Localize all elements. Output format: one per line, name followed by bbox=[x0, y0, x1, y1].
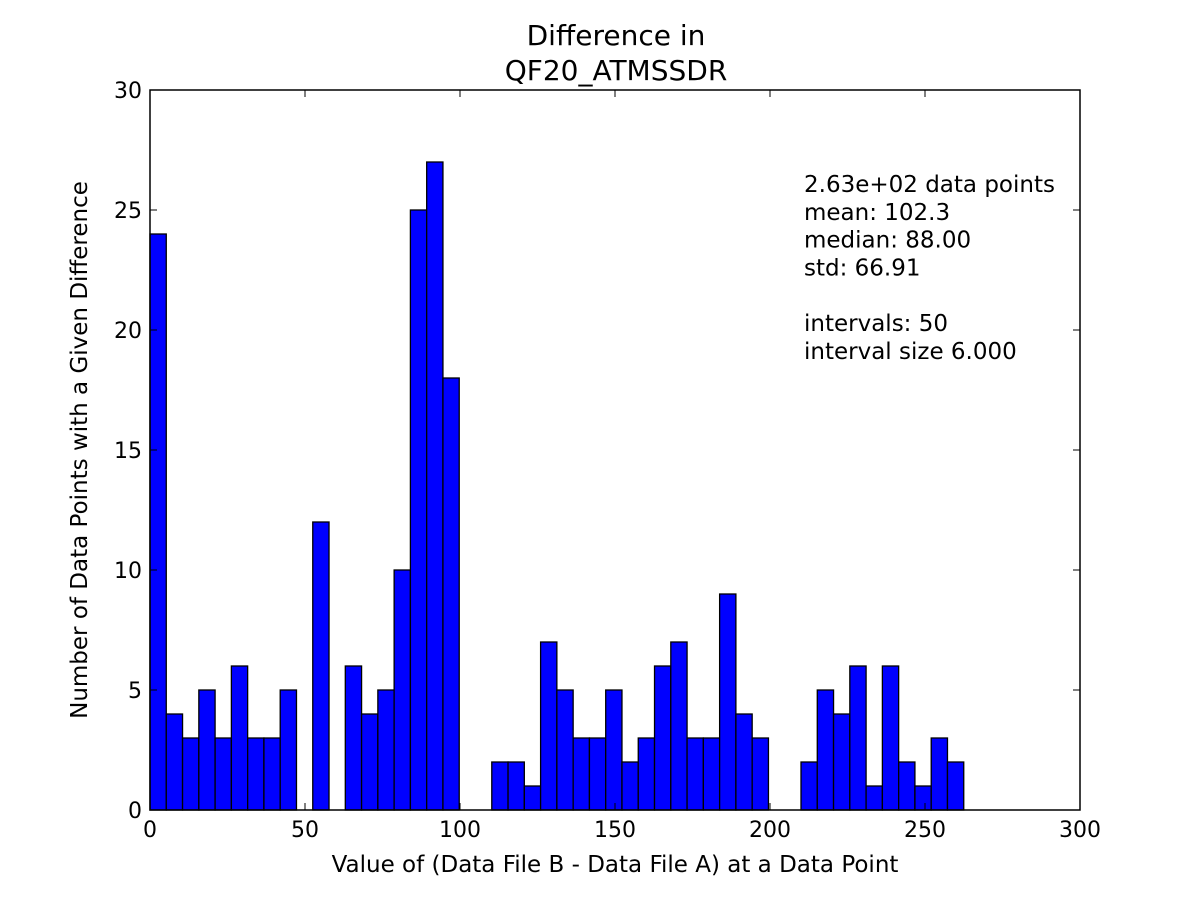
histogram-bar bbox=[588, 737, 607, 811]
histogram-bar bbox=[572, 737, 591, 811]
histogram-bar bbox=[409, 209, 428, 811]
histogram-bar bbox=[556, 689, 574, 811]
histogram-bar bbox=[914, 785, 932, 811]
plot-frame bbox=[149, 89, 1081, 811]
histogram-bar bbox=[881, 665, 900, 811]
x-tick-label: 200 bbox=[749, 818, 791, 843]
y-axis-label: Number of Data Points with a Given Diffe… bbox=[67, 181, 93, 719]
histogram-bar bbox=[621, 761, 639, 811]
chart-title-line-1: Difference in bbox=[527, 19, 706, 52]
histogram-bar bbox=[849, 665, 867, 811]
histogram-bar bbox=[930, 737, 949, 811]
histogram-bar bbox=[946, 761, 965, 811]
histogram-bar bbox=[702, 737, 721, 811]
y-tick-label: 5 bbox=[128, 679, 142, 704]
histogram-bar bbox=[686, 737, 705, 811]
histogram-bar bbox=[832, 713, 851, 811]
chart-title-line-2: QF20_ATMSSDR bbox=[505, 54, 728, 87]
y-tick-label: 0 bbox=[128, 799, 142, 824]
y-tick-label: 30 bbox=[114, 79, 142, 104]
histogram-bar bbox=[865, 785, 884, 811]
histogram-bar bbox=[360, 713, 379, 811]
histogram-bar bbox=[149, 233, 167, 811]
histogram-bar bbox=[523, 785, 542, 811]
stats-line: intervals: 50 bbox=[804, 311, 948, 337]
histogram-bar bbox=[670, 641, 688, 811]
y-tick-label: 10 bbox=[114, 559, 142, 584]
histogram-bar bbox=[279, 689, 298, 811]
histogram-bar bbox=[491, 761, 509, 811]
histogram-bar bbox=[718, 593, 737, 811]
histogram-bar bbox=[230, 665, 249, 811]
ticks-group: 0 50 100 150 200 250 300 0 5 10 15 20 25 30 bbox=[114, 79, 1101, 843]
histogram-bar bbox=[653, 665, 672, 811]
histogram-bar bbox=[637, 737, 656, 811]
histogram-bar bbox=[393, 569, 412, 811]
x-tick-label: 150 bbox=[594, 818, 636, 843]
stats-line: interval size 6.000 bbox=[804, 339, 1017, 365]
histogram-bar bbox=[751, 737, 770, 811]
x-tick-label: 100 bbox=[439, 818, 481, 843]
x-tick-label: 0 bbox=[143, 818, 157, 843]
stats-line: mean: 102.3 bbox=[804, 200, 950, 226]
histogram-bar bbox=[214, 737, 233, 811]
histogram-bar bbox=[246, 737, 265, 811]
histogram-bar bbox=[312, 521, 330, 811]
x-tick-label: 300 bbox=[1059, 818, 1101, 843]
x-tick-label: 250 bbox=[904, 818, 946, 843]
histogram-bar bbox=[507, 761, 525, 811]
histogram-bar bbox=[198, 689, 216, 811]
histogram-bar bbox=[816, 689, 835, 811]
histogram-bar bbox=[735, 713, 753, 811]
histogram-bar bbox=[539, 641, 558, 811]
histogram-bar bbox=[165, 713, 184, 811]
y-tick-label: 25 bbox=[114, 199, 142, 224]
histogram-bar bbox=[442, 377, 460, 811]
histogram-bar bbox=[377, 689, 395, 811]
histogram-bar bbox=[605, 689, 623, 811]
y-tick-label: 15 bbox=[114, 439, 142, 464]
histogram-bar bbox=[344, 665, 363, 811]
histogram-bar bbox=[800, 761, 818, 811]
x-tick-label: 50 bbox=[291, 818, 319, 843]
histogram-bar bbox=[181, 737, 200, 811]
histogram-bar bbox=[898, 761, 916, 811]
bars-group bbox=[149, 161, 965, 811]
x-axis-label: Value of (Data File B - Data File A) at … bbox=[332, 852, 899, 878]
stats-line: 2.63e+02 data points bbox=[804, 172, 1055, 198]
stats-line: std: 66.91 bbox=[804, 255, 921, 281]
y-tick-label: 20 bbox=[114, 319, 142, 344]
histogram-bar bbox=[263, 737, 281, 811]
stats-line: median: 88.00 bbox=[804, 228, 971, 254]
histogram-bar bbox=[426, 161, 444, 811]
